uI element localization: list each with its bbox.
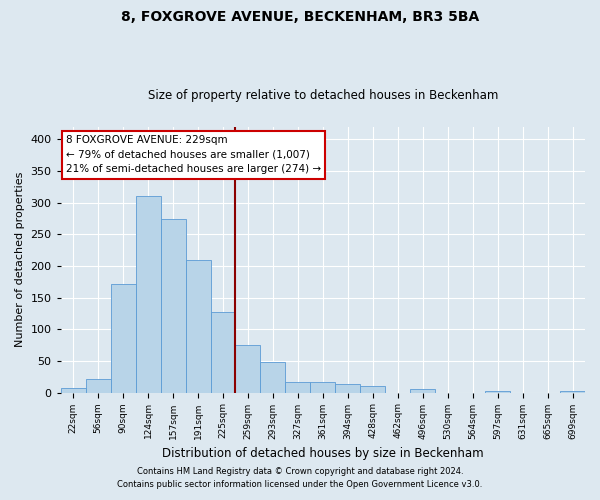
Text: 8 FOXGROVE AVENUE: 229sqm
← 79% of detached houses are smaller (1,007)
21% of se: 8 FOXGROVE AVENUE: 229sqm ← 79% of detac…	[66, 135, 321, 174]
Bar	[286, 382, 310, 392]
Bar	[136, 196, 161, 392]
Y-axis label: Number of detached properties: Number of detached properties	[15, 172, 25, 348]
Bar	[185, 260, 211, 392]
Bar	[485, 390, 510, 392]
Bar	[310, 382, 335, 392]
Text: 8, FOXGROVE AVENUE, BECKENHAM, BR3 5BA: 8, FOXGROVE AVENUE, BECKENHAM, BR3 5BA	[121, 10, 479, 24]
Bar	[410, 390, 435, 392]
Bar	[61, 388, 86, 392]
Bar	[235, 345, 260, 393]
Bar	[86, 378, 110, 392]
Bar	[260, 362, 286, 392]
Bar	[211, 312, 235, 392]
Bar	[110, 284, 136, 393]
Bar	[361, 386, 385, 392]
Bar	[335, 384, 361, 392]
X-axis label: Distribution of detached houses by size in Beckenham: Distribution of detached houses by size …	[162, 447, 484, 460]
Text: Contains HM Land Registry data © Crown copyright and database right 2024.
Contai: Contains HM Land Registry data © Crown c…	[118, 468, 482, 489]
Title: Size of property relative to detached houses in Beckenham: Size of property relative to detached ho…	[148, 89, 498, 102]
Bar	[560, 390, 585, 392]
Bar	[161, 218, 185, 392]
